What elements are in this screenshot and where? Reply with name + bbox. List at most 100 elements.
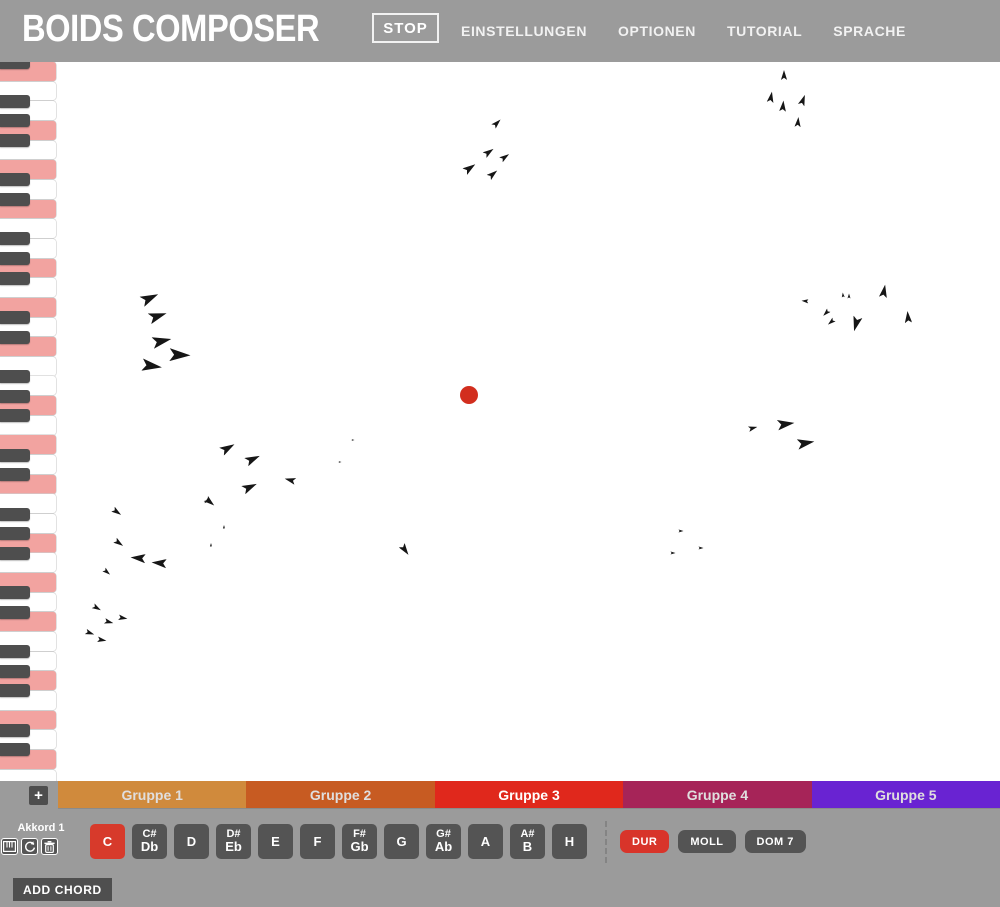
note-label: C xyxy=(102,833,113,849)
note-button-h[interactable]: H xyxy=(552,824,587,859)
boid xyxy=(92,603,103,612)
boid xyxy=(847,294,850,299)
note-button-cs-db[interactable]: C# Db xyxy=(132,824,167,859)
piano-icon xyxy=(3,841,16,852)
piano-key-gs-3[interactable] xyxy=(0,114,30,128)
boid xyxy=(483,146,496,158)
piano-key-ds-27[interactable] xyxy=(0,586,30,600)
note-button-f[interactable]: F xyxy=(300,824,335,859)
boid xyxy=(879,284,889,298)
trash-icon xyxy=(44,840,55,853)
note-label: E xyxy=(271,833,280,849)
piano-button[interactable] xyxy=(1,838,18,855)
group-tab-gruppe-4[interactable]: Gruppe 4 xyxy=(623,781,812,808)
piano-key-ds-13[interactable] xyxy=(0,311,30,325)
piano-key-cs-14[interactable] xyxy=(0,330,30,344)
group-tab-gruppe-3[interactable]: Gruppe 3 xyxy=(434,781,624,808)
boid xyxy=(244,452,262,467)
piano-key-cs-0[interactable] xyxy=(0,62,30,69)
quality-button-dur[interactable]: DUR xyxy=(620,830,670,853)
piano-key-cs-35[interactable] xyxy=(0,743,30,757)
trash-button[interactable] xyxy=(41,838,58,855)
note-button-c[interactable]: C xyxy=(90,824,125,859)
note-button-d[interactable]: D xyxy=(174,824,209,859)
boid xyxy=(338,461,342,463)
piano-key-cs-21[interactable] xyxy=(0,468,30,482)
quality-button-moll[interactable]: MOLL xyxy=(678,830,736,853)
boid xyxy=(794,117,801,128)
note-label: Eb xyxy=(225,839,242,855)
note-label: Ab xyxy=(434,839,453,855)
piano-key-cs-28[interactable] xyxy=(0,605,30,619)
piano-key-ds-20[interactable] xyxy=(0,448,30,462)
piano-key-gs-24[interactable] xyxy=(0,527,30,541)
piano-key-as-30[interactable] xyxy=(0,645,30,659)
boid xyxy=(102,568,111,577)
piano-key-fs-11[interactable] xyxy=(0,271,30,285)
quality-button-dom-7[interactable]: DOM 7 xyxy=(744,830,806,853)
note-label: B xyxy=(522,839,533,855)
boid xyxy=(798,94,808,107)
note-button-g[interactable]: G xyxy=(384,824,419,859)
group-tab-gruppe-1[interactable]: Gruppe 1 xyxy=(58,781,247,808)
boids-canvas[interactable] xyxy=(58,62,1000,781)
piano-key-fs-4[interactable] xyxy=(0,134,30,148)
piano-key-gs-10[interactable] xyxy=(0,252,30,266)
quality-button-row: DUR MOLL DOM 7 xyxy=(620,830,806,853)
main-menu: EINSTELLUNGEN OPTIONEN TUTORIAL SPRACHE xyxy=(461,0,906,62)
note-button-gs-ab[interactable]: G# Ab xyxy=(426,824,461,859)
group-tab-label: Gruppe 3 xyxy=(498,786,560,803)
menu-item-optionen[interactable]: OPTIONEN xyxy=(618,23,696,39)
piano-key-b-36[interactable] xyxy=(0,769,56,781)
menu-item-tutorial[interactable]: TUTORIAL xyxy=(726,23,803,39)
piano-key-gs-31[interactable] xyxy=(0,664,30,678)
group-tab-gruppe-5[interactable]: Gruppe 5 xyxy=(811,781,1000,808)
note-button-as-b[interactable]: A# B xyxy=(510,824,545,859)
piano-key-ds-34[interactable] xyxy=(0,723,30,737)
boid xyxy=(748,424,758,432)
piano-key-gs-17[interactable] xyxy=(0,389,30,403)
boid xyxy=(111,507,123,518)
note-button-e[interactable]: E xyxy=(258,824,293,859)
add-chord-button[interactable]: ADD CHORD xyxy=(13,878,112,901)
quality-divider xyxy=(605,821,607,863)
stop-button[interactable]: STOP xyxy=(372,13,439,43)
boid xyxy=(151,558,167,569)
boid xyxy=(781,70,787,80)
note-button-fs-gb[interactable]: F# Gb xyxy=(342,824,377,859)
attractor-dot[interactable] xyxy=(460,386,478,404)
boid xyxy=(351,439,355,441)
piano-keyboard xyxy=(0,62,58,781)
note-label: G xyxy=(396,833,407,849)
refresh-button[interactable] xyxy=(21,838,38,855)
group-tab-gruppe-2[interactable]: Gruppe 2 xyxy=(246,781,435,808)
add-group-button[interactable]: + xyxy=(29,786,48,805)
app-header: BOIDS COMPOSER STOP EINSTELLUNGEN OPTIONE… xyxy=(0,0,1000,62)
note-button-ds-eb[interactable]: D# Eb xyxy=(216,824,251,859)
boid xyxy=(801,299,808,304)
menu-item-einstellungen[interactable]: EINSTELLUNGEN xyxy=(461,23,588,39)
boid xyxy=(151,333,172,348)
boid xyxy=(491,117,502,128)
note-label: A xyxy=(480,833,491,849)
piano-key-fs-25[interactable] xyxy=(0,546,30,560)
boid xyxy=(767,91,776,103)
piano-key-as-2[interactable] xyxy=(0,94,30,108)
boid xyxy=(797,436,816,449)
group-tab-label: Gruppe 4 xyxy=(686,786,749,803)
note-button-a[interactable]: A xyxy=(468,824,503,859)
menu-item-sprache[interactable]: SPRACHE xyxy=(833,23,906,39)
boid xyxy=(284,475,296,484)
note-label: D# xyxy=(226,827,241,840)
note-label: A# xyxy=(520,827,535,840)
piano-key-as-23[interactable] xyxy=(0,507,30,521)
note-label: G# xyxy=(436,827,451,840)
piano-key-fs-32[interactable] xyxy=(0,684,30,698)
piano-key-ds-6[interactable] xyxy=(0,173,30,187)
piano-key-as-9[interactable] xyxy=(0,232,30,246)
piano-key-as-16[interactable] xyxy=(0,369,30,383)
boid xyxy=(169,348,190,362)
piano-key-fs-18[interactable] xyxy=(0,409,30,423)
note-label: C# xyxy=(142,827,157,840)
piano-key-cs-7[interactable] xyxy=(0,193,30,207)
